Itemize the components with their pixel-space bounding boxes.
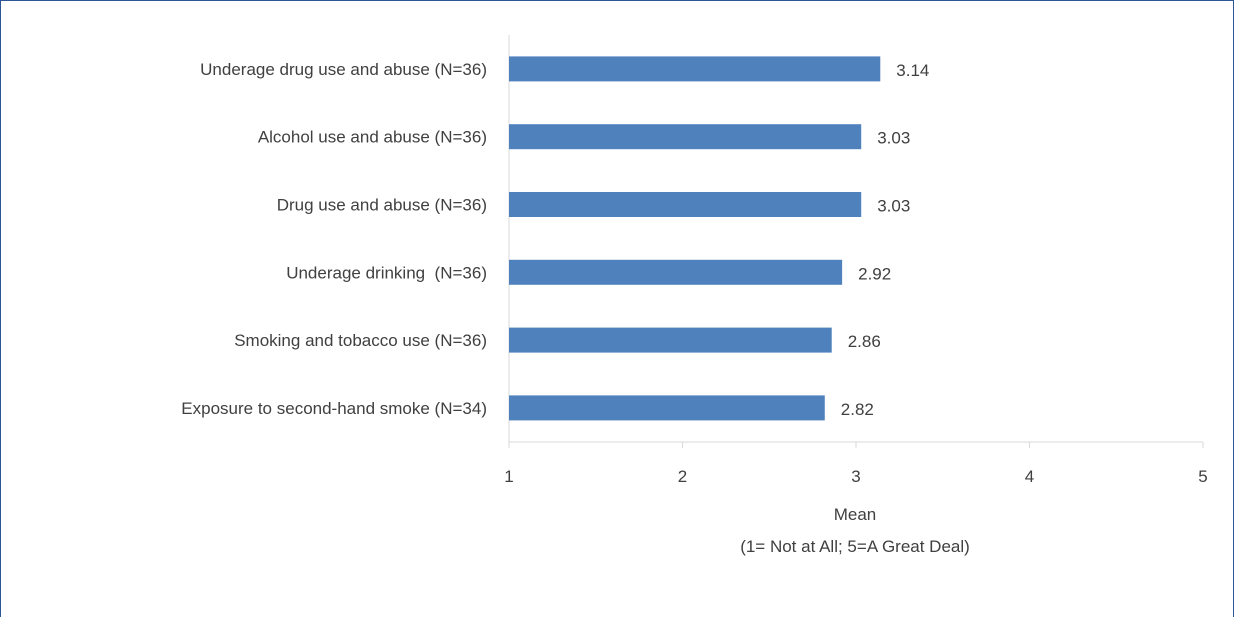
- category-label: Exposure to second-hand smoke (N=34): [181, 399, 487, 418]
- category-label: Smoking and tobacco use (N=36): [234, 331, 487, 350]
- bar: [509, 124, 862, 150]
- data-label: 2.82: [841, 400, 874, 419]
- bars-group: Underage drug use and abuse (N=36) 3.14 Al…: [181, 56, 929, 421]
- x-tick-label: 4: [1025, 467, 1034, 486]
- category-label: Drug use and abuse (N=36): [277, 196, 487, 215]
- x-tick-label: 2: [678, 467, 687, 486]
- data-label: 3.03: [877, 197, 910, 216]
- data-label: 3.03: [877, 129, 910, 148]
- bar: [509, 56, 881, 82]
- x-tick-label: 5: [1198, 467, 1207, 486]
- bar: [509, 192, 862, 217]
- bar: [509, 395, 825, 421]
- bar: [509, 259, 843, 285]
- x-ticks-group: 1 2 3 4 5: [504, 442, 1208, 486]
- bar: [509, 327, 832, 353]
- x-axis-subtitle: (1= Not at All; 5=A Great Deal): [740, 537, 970, 556]
- x-tick-label: 1: [504, 467, 513, 486]
- data-label: 2.92: [858, 264, 891, 283]
- data-label: 2.86: [848, 332, 881, 351]
- category-label: Underage drug use and abuse (N=36): [200, 60, 487, 79]
- x-axis-title: Mean: [834, 505, 877, 524]
- x-tick-label: 3: [851, 467, 860, 486]
- category-label: Underage drinking (N=36): [286, 263, 487, 282]
- category-label: Alcohol use and abuse (N=36): [258, 128, 487, 147]
- data-label: 3.14: [896, 61, 929, 80]
